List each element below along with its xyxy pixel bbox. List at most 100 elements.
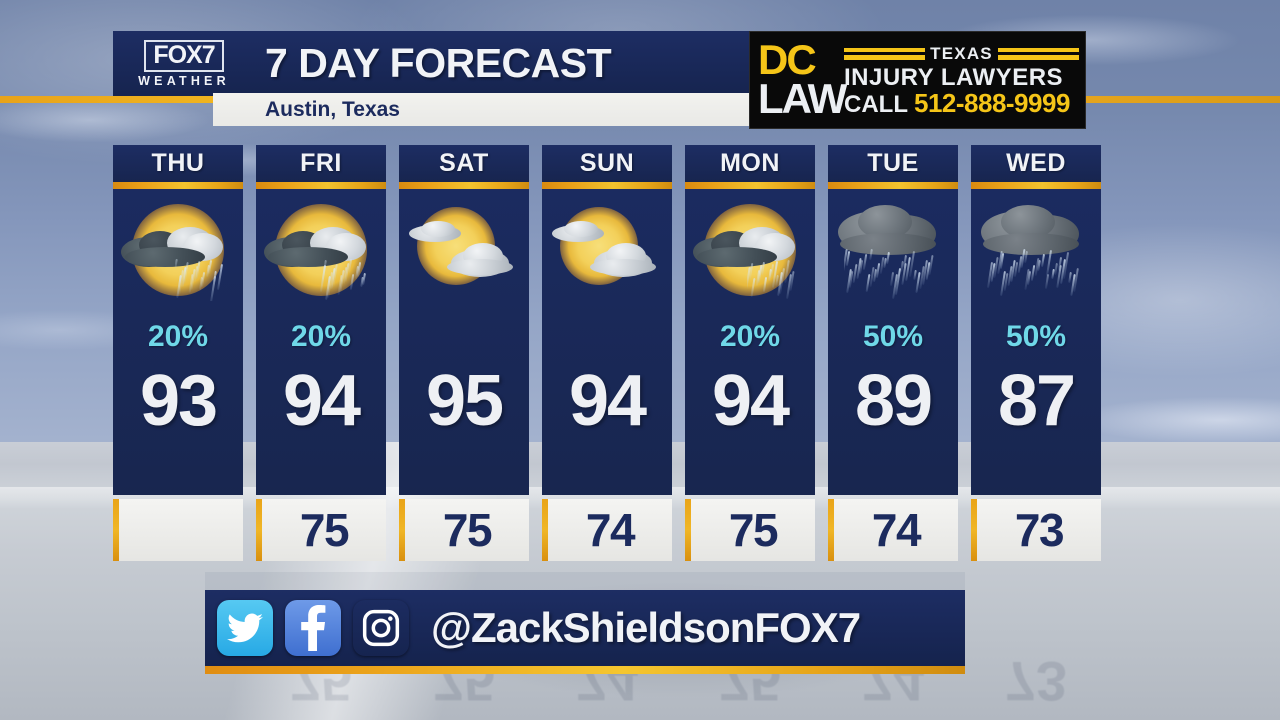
forecast-day-column: SUN 94 74 [542, 145, 672, 561]
low-temperature-value: 75 [728, 504, 779, 556]
weather-condition-icon [399, 189, 529, 311]
high-temperature-value: 94 [568, 361, 647, 441]
social-handle[interactable]: @ZackShieldsonFOX7 [431, 604, 861, 651]
weather-condition-icon [256, 189, 386, 311]
high-temperature-value: 93 [139, 361, 218, 441]
day-label: SAT [439, 149, 489, 177]
low-temperature [113, 499, 243, 561]
high-temperature: 89 [854, 361, 933, 495]
dc-law-name-line2: LAW [758, 75, 847, 122]
high-temperature-value: 87 [997, 361, 1076, 441]
precipitation-value: 50% [862, 320, 924, 353]
high-temperature-value: 95 [425, 361, 504, 441]
day-gold-rule [828, 182, 958, 189]
precipitation-chance: 20% [720, 311, 780, 363]
forecast-day-column: TUE 50% 89 74 [828, 145, 958, 561]
high-temperature: 87 [997, 361, 1076, 495]
page-title: 7 DAY FORECAST [265, 40, 612, 86]
location-bar: Austin, Texas [213, 93, 750, 126]
low-temperature-box: 75 [691, 499, 815, 561]
dc-law-advertisement[interactable]: DC LAW TEXAS INJURY LAWYERS CALL 512-888… [749, 31, 1086, 129]
seven-day-forecast-grid: THU 20% 93 FRI 20% 94 75 SAT 95 75 SUN 94 74 MON 20% 94… [113, 145, 1103, 561]
fox7-logo-text: FOX7 [153, 40, 215, 69]
fox7-weather-logo: FOX7 WEATHER [123, 37, 245, 91]
day-gold-rule [399, 182, 529, 189]
day-panel: 95 [399, 189, 529, 495]
fox7-logo-subtext: WEATHER [138, 73, 230, 88]
decorative-rule-left [844, 47, 926, 60]
day-gold-rule [971, 182, 1101, 189]
precipitation-chance: 20% [148, 311, 208, 363]
weather-condition-icon [685, 189, 815, 311]
forecast-header: FOX7 WEATHER 7 DAY FORECAST [113, 31, 750, 96]
gray-cloud-shape [983, 233, 1079, 255]
day-label: WED [1006, 149, 1066, 177]
rain-shape [175, 259, 223, 301]
instagram-icon[interactable] [353, 600, 409, 656]
dc-law-logo: DC LAW [758, 36, 847, 122]
precipitation-chance: 20% [291, 311, 351, 363]
dark-cloud-shape [268, 247, 348, 267]
high-temperature: 93 [139, 361, 218, 495]
weather-condition-icon [113, 189, 243, 311]
twitter-icon[interactable] [217, 600, 273, 656]
high-temperature: 95 [425, 361, 504, 495]
day-gold-rule [685, 182, 815, 189]
high-temperature-value: 94 [282, 361, 361, 441]
high-temperature: 94 [712, 363, 790, 495]
day-header: MON [685, 145, 815, 182]
day-header: SAT [399, 145, 529, 182]
low-gold-edge [399, 499, 405, 561]
weather-condition-icon [971, 189, 1101, 311]
low-temperature-value: 75 [442, 504, 493, 556]
low-temperature-box: 75 [405, 499, 529, 561]
dc-law-tagline: INJURY LAWYERS [844, 63, 1064, 91]
low-gold-edge [828, 499, 834, 561]
facebook-icon[interactable] [285, 600, 341, 656]
light-cloud-shape [421, 221, 455, 237]
low-temperature-value: 74 [585, 504, 636, 556]
dark-cloud-shape [125, 247, 205, 267]
forecast-day-column: FRI 20% 94 75 [256, 145, 386, 561]
dc-law-texas-label: TEXAS [930, 43, 993, 63]
forecast-day-column: SAT 95 75 [399, 145, 529, 561]
low-temperature: 74 [542, 499, 672, 561]
day-panel: 20% 94 [256, 189, 386, 495]
dark-cloud-shape [697, 247, 777, 267]
dc-law-call-label: CALL [844, 90, 908, 118]
low-gold-edge [113, 499, 119, 561]
forecast-day-column: WED 50% 87 73 [971, 145, 1101, 561]
low-gold-edge [685, 499, 691, 561]
light-cloud-shape [564, 221, 598, 237]
low-temperature: 75 [399, 499, 529, 561]
precipitation-chance: 50% [1006, 311, 1066, 363]
precipitation-value: 20% [719, 320, 781, 353]
low-temperature-value: 75 [299, 504, 350, 556]
precipitation-value: 20% [290, 320, 352, 353]
day-label: TUE [867, 149, 919, 177]
rain-shape [844, 249, 936, 307]
high-temperature: 94 [282, 361, 361, 495]
rain-shape [747, 259, 795, 301]
forecast-day-column: THU 20% 93 [113, 145, 243, 561]
day-gold-rule [542, 182, 672, 189]
social-media-bar: @ZackShieldsonFOX7 [205, 590, 965, 666]
day-label: MON [720, 149, 780, 177]
dc-law-phone-number[interactable]: 512-888-9999 [913, 87, 1070, 118]
low-temperature-box: 74 [548, 499, 672, 561]
day-header: TUE [828, 145, 958, 182]
low-temperature-value: 73 [1014, 504, 1065, 556]
weather-condition-icon [542, 189, 672, 311]
precipitation-value: 50% [1005, 320, 1067, 353]
day-header: FRI [256, 145, 386, 182]
dc-law-name-line1: DC [758, 36, 817, 84]
day-label: SUN [579, 149, 635, 177]
high-temperature-value: 89 [854, 361, 933, 441]
low-gold-edge [256, 499, 262, 561]
low-temperature-box: 74 [834, 499, 958, 561]
day-panel: 50% 89 [828, 189, 958, 495]
dc-law-copy: TEXAS INJURY LAWYERS CALL 512-888-9999 [844, 43, 1085, 117]
day-panel: 50% 87 [971, 189, 1101, 495]
low-gold-edge [971, 499, 977, 561]
day-panel: 20% 93 [113, 189, 243, 495]
